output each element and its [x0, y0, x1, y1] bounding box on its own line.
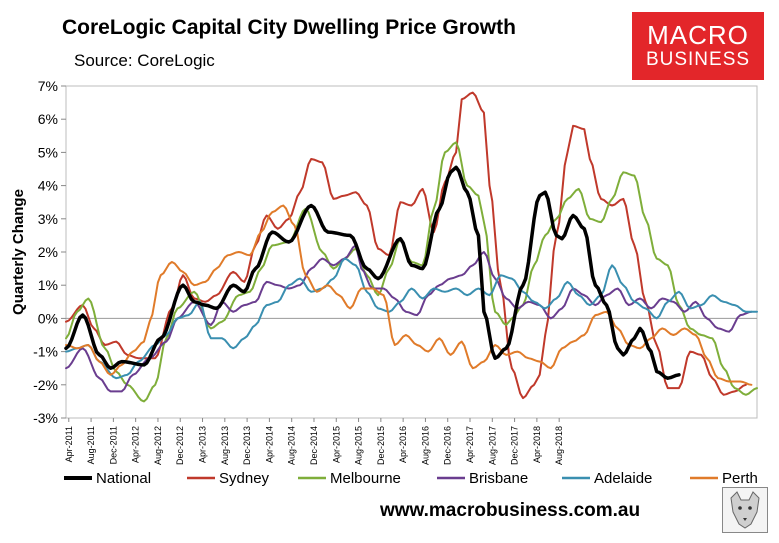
y-tick-label: 1%: [38, 277, 58, 293]
x-tick-label: Apr-2016: [398, 426, 408, 463]
series-line-adelaide: [65, 257, 758, 380]
chart-title: CoreLogic Capital City Dwelling Price Gr…: [62, 16, 516, 39]
legend-label-perth: Perth: [722, 470, 758, 487]
y-tick-label: 5%: [38, 144, 58, 160]
x-tick-label: Apr-2018: [532, 426, 542, 463]
y-tick-label: -2%: [33, 377, 58, 393]
macrobusiness-logo: MACRO BUSINESS: [632, 12, 764, 80]
y-tick-label: 4%: [38, 178, 58, 194]
y-axis-label: Quarterly Change: [10, 189, 27, 315]
footer-url: www.macrobusiness.com.au: [380, 500, 641, 521]
x-tick-label: Dec-2011: [108, 426, 118, 464]
x-tick-label: Apr-2017: [465, 426, 475, 463]
series-line-perth: [65, 204, 753, 386]
wolf-logo-icon: [722, 487, 768, 533]
y-tick-label: 0%: [38, 310, 58, 326]
x-tick-label: Dec-2017: [510, 426, 520, 465]
x-tick-label: Apr-2011: [64, 426, 74, 462]
x-tick-label: Dec-2015: [376, 426, 386, 465]
x-tick-label: Dec-2012: [175, 426, 185, 465]
legend-label-sydney: Sydney: [219, 470, 270, 487]
x-tick-label: Aug-2018: [554, 426, 564, 465]
x-tick-label: Aug-2016: [420, 426, 430, 465]
x-tick-label: Apr-2012: [131, 426, 141, 463]
x-tick-label: Dec-2016: [443, 426, 453, 465]
x-tick-label: Apr-2015: [331, 426, 341, 463]
y-tick-label: -3%: [33, 410, 58, 426]
legend-label-brisbane: Brisbane: [469, 470, 528, 487]
chart-subtitle: Source: CoreLogic: [74, 51, 215, 70]
series-line-melbourne: [65, 141, 758, 403]
y-tick-label: 3%: [38, 211, 58, 227]
x-tick-label: Dec-2014: [309, 426, 319, 465]
y-tick-label: -1%: [33, 344, 58, 360]
x-tick-label: Aug-2012: [153, 426, 163, 465]
line-chart: -3% -2% -1% 0% 1% 2% 3% 4% 5% 6% 7% Apr-2011 Aug-201…: [10, 78, 758, 487]
x-tick-label: Aug-2017: [487, 426, 497, 465]
x-tick-label: Apr-2013: [198, 426, 208, 463]
series-line-national: [64, 165, 681, 380]
logo-line-2: BUSINESS: [645, 49, 751, 70]
x-tick-label: Aug-2011: [86, 426, 96, 464]
x-tick-label: Dec-2013: [242, 426, 252, 465]
x-tick-label: Aug-2013: [220, 426, 230, 465]
y-tick-label: 6%: [38, 111, 58, 127]
legend-label-melbourne: Melbourne: [330, 470, 401, 487]
series-line-sydney: [65, 91, 747, 400]
legend-label-national: National: [96, 470, 151, 487]
y-tick-label: 2%: [38, 244, 58, 260]
legend-label-adelaide: Adelaide: [594, 470, 652, 487]
x-tick-label: Apr-2014: [264, 426, 274, 463]
x-tick-label: Aug-2014: [287, 426, 297, 465]
logo-line-1: MACRO: [647, 20, 749, 50]
y-tick-label: 7%: [38, 78, 58, 94]
x-tick-label: Aug-2015: [354, 426, 364, 465]
